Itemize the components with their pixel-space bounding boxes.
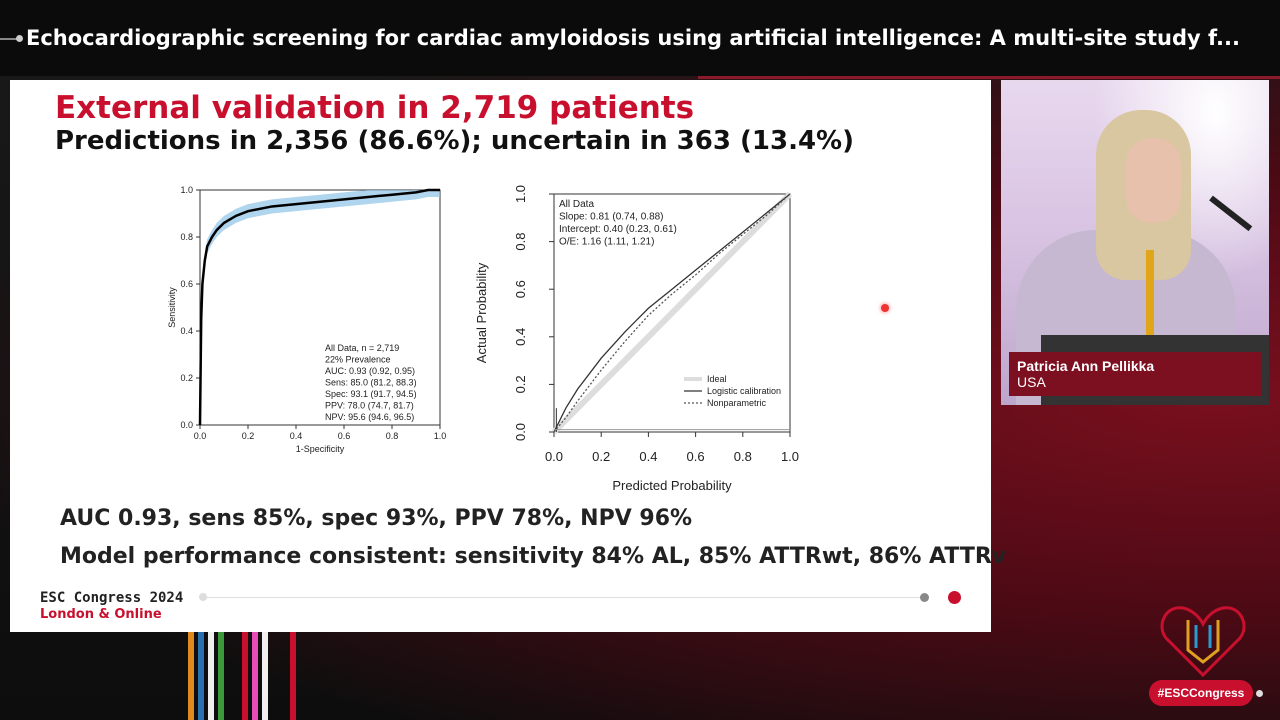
congress-name: ESC Congress 2024 — [40, 590, 184, 606]
cal-legend-label: Ideal — [707, 374, 727, 384]
cal-y-axis-label: Actual Probability — [474, 262, 489, 363]
cal-y-tick-label: 0.8 — [513, 233, 528, 251]
progress-line — [0, 38, 20, 40]
slide-subheading: Predictions in 2,356 (86.6%); uncertain … — [55, 126, 854, 156]
cal-x-tick-label: 0.0 — [545, 449, 563, 464]
cal-x-tick-label: 0.4 — [639, 449, 657, 464]
cal-annotation: Intercept: 0.40 (0.23, 0.61) — [559, 224, 677, 235]
cal-y-tick-label: 0.4 — [513, 328, 528, 346]
roc-curve — [198, 188, 440, 426]
laser-pointer — [881, 304, 889, 312]
cal-x-tick-label: 0.6 — [687, 449, 705, 464]
roc-y-tick-label: 0.8 — [180, 232, 193, 242]
summary-bullet-2: Model performance consistent: sensitivit… — [60, 544, 1007, 569]
footer-dot-red — [948, 591, 961, 604]
cal-x-tick-label: 1.0 — [781, 449, 799, 464]
decorative-stripes — [180, 632, 320, 720]
roc-chart: 0.0 0.2 0.4 0.6 0.8 1.0 0.0 0.2 0.4 0.6 0.8 1.0 1-Sp… — [167, 185, 447, 454]
footer-dot-grey — [920, 593, 929, 602]
roc-y-tick-label: 0.4 — [180, 326, 193, 336]
cal-x-tick-label: 0.8 — [734, 449, 752, 464]
roc-x-tick-label: 0.4 — [290, 431, 303, 441]
roc-y-tick-label: 0.2 — [180, 373, 193, 383]
roc-y-axis-label: Sensitivity — [167, 287, 177, 328]
footer-line — [206, 597, 922, 598]
calibration-chart: 0.0 0.2 0.4 0.6 0.8 1.0 0.0 0.2 0.4 0.6 0.8 1.0 Pred… — [474, 185, 799, 493]
presentation-slide: External validation in 2,719 patients Pr… — [10, 80, 1006, 632]
video-title: Echocardiographic screening for cardiac … — [26, 26, 1240, 50]
hashtag-badge: #ESCCongress — [1149, 680, 1253, 706]
cal-series-line — [551, 191, 793, 435]
roc-annotation: Spec: 93.1 (91.7, 94.5) — [325, 389, 417, 399]
roc-x-axis-label: 1-Specificity — [296, 444, 345, 454]
roc-annotation: Sens: 85.0 (81.2, 88.3) — [325, 378, 417, 388]
cal-series-line — [553, 193, 791, 433]
cal-x-tick-label: 0.2 — [592, 449, 610, 464]
speaker-name: Patricia Ann Pellikka — [1017, 358, 1155, 374]
accent-line — [698, 76, 1280, 79]
footer-dot-start — [199, 593, 207, 601]
roc-y-tick-label: 0.0 — [180, 420, 193, 430]
summary-bullet-1: AUC 0.93, sens 85%, spec 93%, PPV 78%, N… — [60, 506, 693, 531]
roc-x-tick-label: 0.6 — [338, 431, 351, 441]
congress-location: London & Online — [40, 607, 162, 622]
roc-x-tick-label: 0.0 — [194, 431, 207, 441]
speaker-face — [1126, 138, 1181, 223]
roc-y-tick-label: 0.6 — [180, 279, 193, 289]
roc-x-tick-label: 0.2 — [242, 431, 255, 441]
roc-plot-frame — [199, 189, 441, 426]
cal-y-tick-label: 0.6 — [513, 280, 528, 298]
slide-heading: External validation in 2,719 patients — [55, 90, 695, 126]
speaker-country: USA — [1017, 374, 1046, 390]
esc-heart-logo — [1160, 606, 1246, 678]
cal-legend-label: Nonparametric — [707, 398, 767, 408]
roc-annotation: PPV: 78.0 (74.7, 81.7) — [325, 401, 414, 411]
cal-annotation: All Data — [559, 199, 594, 210]
progress-dot — [16, 35, 23, 42]
speaker-nameplate: Patricia Ann Pellikka USA — [1009, 352, 1262, 396]
lanyard — [1146, 250, 1154, 335]
roc-annotation: NPV: 95.6 (94.6, 96.5) — [325, 412, 414, 422]
roc-annotation: AUC: 0.93 (0.92, 0.95) — [325, 366, 415, 376]
title-bar: Echocardiographic screening for cardiac … — [0, 0, 1280, 76]
cal-x-axis-label: Predicted Probability — [612, 478, 732, 493]
cal-annotation: Slope: 0.81 (0.74, 0.88) — [559, 212, 664, 223]
roc-y-tick-label: 1.0 — [180, 185, 193, 195]
roc-annotation: 22% Prevalence — [325, 355, 391, 365]
cal-y-tick-label: 1.0 — [513, 185, 528, 203]
roc-annotation: All Data, n = 2,719 — [325, 343, 399, 353]
roc-x-tick-label: 0.8 — [386, 431, 399, 441]
cal-y-tick-label: 0.2 — [513, 375, 528, 393]
cal-legend-label: Logistic calibration — [707, 386, 781, 396]
cal-annotation: O/E: 1.16 (1.11, 1.21) — [559, 237, 654, 248]
cal-y-tick-label: 0.0 — [513, 423, 528, 441]
roc-x-tick-label: 1.0 — [434, 431, 447, 441]
hashtag-dot — [1256, 690, 1263, 697]
